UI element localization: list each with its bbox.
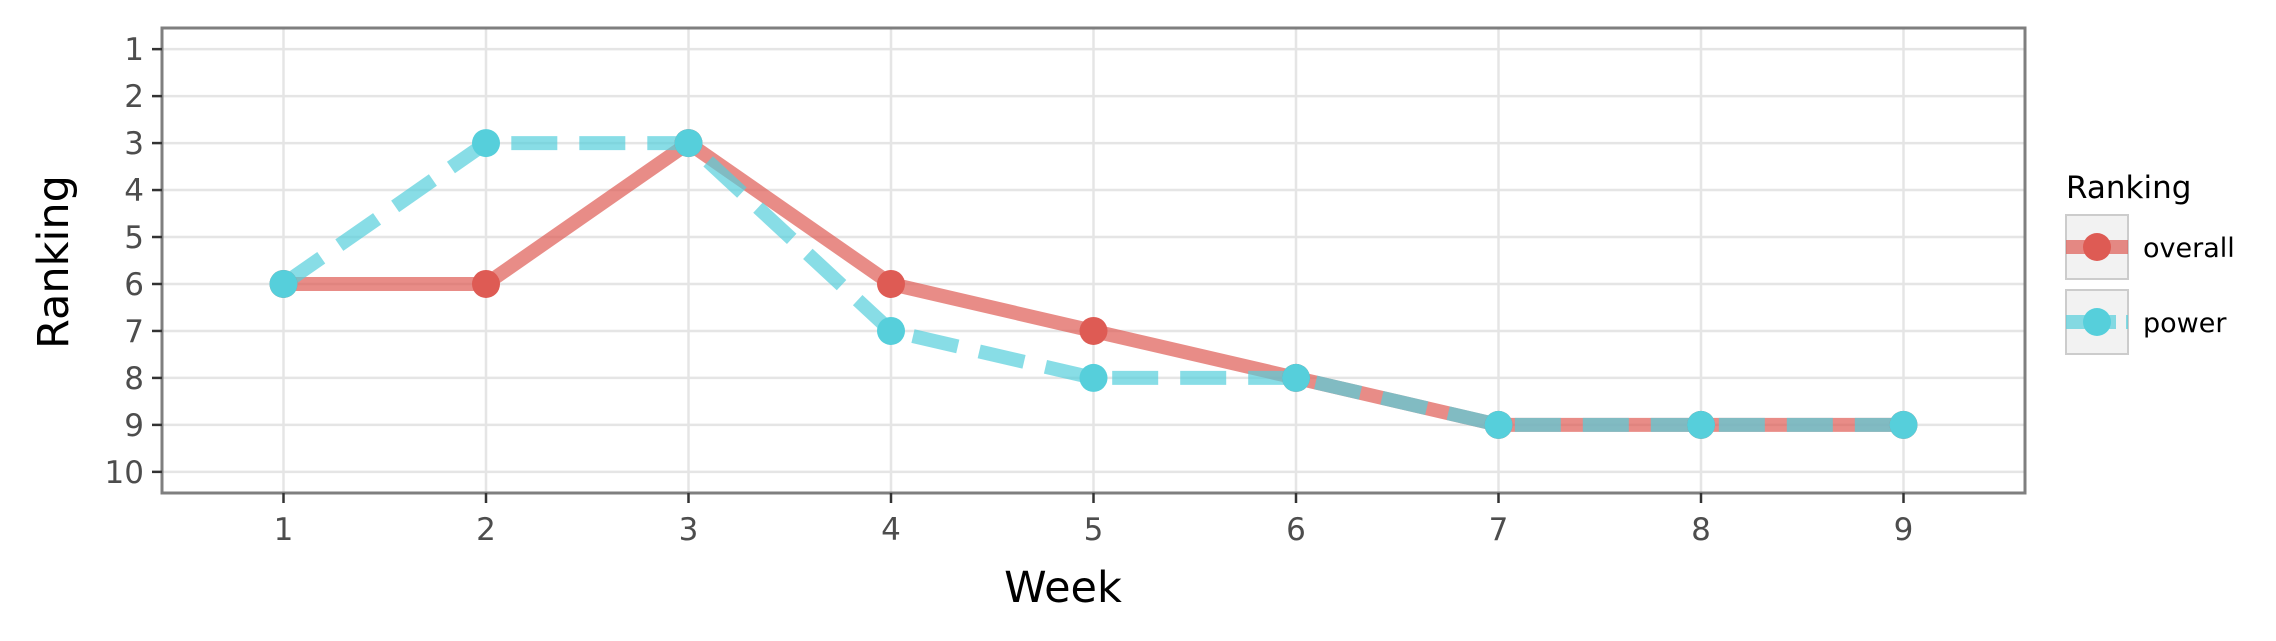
y-tick-label: 1 [124,32,144,68]
data-point-power [1889,410,1918,439]
legend-key-marker [2083,233,2111,261]
x-tick-label: 6 [1286,512,1306,548]
x-tick-label: 3 [679,512,699,548]
y-tick-label: 7 [124,314,144,350]
data-point-overall [1079,316,1108,345]
series-line-power [279,136,1904,432]
y-tick-label: 6 [124,267,144,303]
legend-item-overall: overall [2065,214,2235,280]
y-axis-ticks: 1 2 3 4 5 6 7 8 9 10 [105,32,162,491]
y-tick-label: 9 [124,408,144,444]
y-tick-label: 8 [124,361,144,397]
x-tick-label: 4 [881,512,901,548]
y-tick-label: 3 [124,126,144,162]
data-point-power [1687,410,1715,439]
x-axis-ticks: 1 2 3 4 5 6 7 8 9 [274,493,1914,548]
y-tick-label: 5 [124,220,144,256]
grid-lines [162,28,2025,493]
legend-label: power [2143,308,2227,339]
data-point-power [1282,363,1310,392]
data-point-power [1079,363,1108,392]
x-axis-title: Week [1004,563,1122,613]
data-point-power [877,316,905,345]
data-points [269,129,1918,439]
legend-key-marker [2083,308,2111,336]
data-point-power [1484,410,1513,439]
data-point-overall [877,269,905,298]
y-tick-label: 10 [105,455,144,491]
legend-title: Ranking [2066,170,2191,206]
x-tick-label: 5 [1084,512,1104,548]
y-tick-label: 4 [124,173,144,209]
legend-items: overall power [2065,214,2235,355]
legend-item-power: power [2065,289,2227,355]
data-point-power [674,129,703,158]
x-tick-label: 7 [1489,512,1509,548]
legend: Ranking overall power [2065,170,2235,355]
y-tick-label: 2 [124,79,144,115]
x-tick-label: 9 [1894,512,1914,548]
x-tick-label: 8 [1691,512,1711,548]
data-point-overall [472,269,500,298]
data-point-power [472,129,500,158]
x-tick-label: 1 [274,512,294,548]
legend-label: overall [2143,233,2235,264]
x-tick-label: 2 [476,512,496,548]
data-point-power [269,269,298,298]
y-axis-title: Ranking [29,175,79,349]
